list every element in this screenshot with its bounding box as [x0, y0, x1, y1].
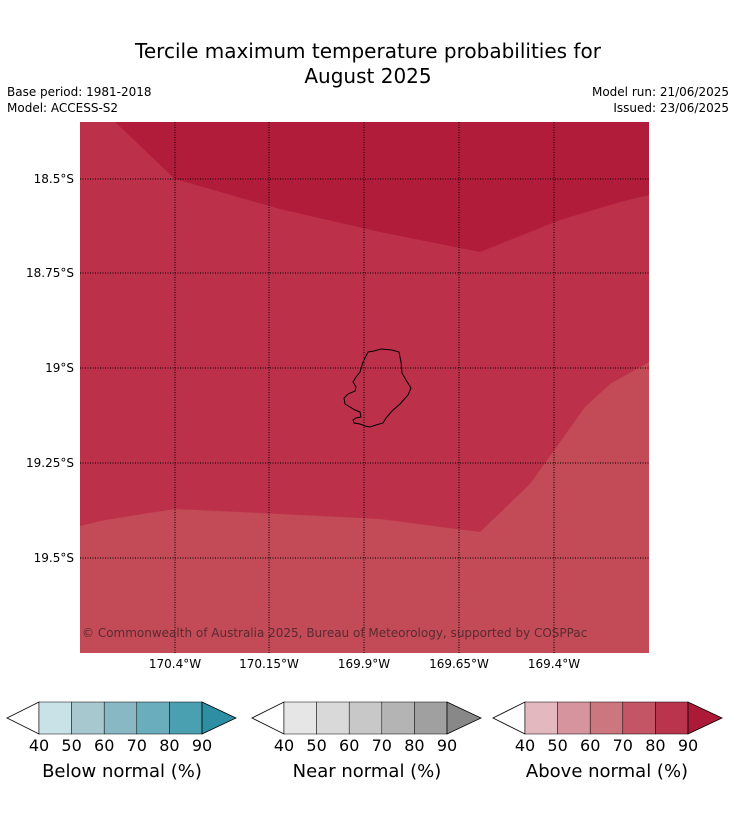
above-normal-colorbar [492, 701, 723, 735]
lat-label-18-5: 18.5°S [33, 172, 74, 186]
colorbar-segment [589, 701, 624, 735]
colorbar-tick-label: 50 [547, 736, 568, 755]
title-line-1: Tercile maximum temperature probabilitie… [135, 39, 601, 63]
below-normal-colorbar [6, 701, 237, 735]
lon-label-170-15: 170.15°W [239, 657, 299, 671]
colorbar-left-extend [492, 701, 526, 735]
colorbar-segment [169, 701, 203, 735]
lon-label-169-4: 169.4°W [527, 657, 581, 671]
colorbar-tick-label: 70 [371, 736, 392, 755]
near-normal-label: Near normal (%) [292, 761, 442, 782]
lat-label-19: 19°S [45, 361, 74, 375]
lon-label-169-9: 169.9°W [337, 657, 391, 671]
colorbar-tick-label: 80 [404, 736, 425, 755]
lat-label-18-75: 18.75°S [26, 266, 74, 280]
colorbar-tick-label: 90 [191, 736, 213, 755]
colorbar-tick-label: 40 [273, 736, 295, 755]
issued-date: Issued: 23/06/2025 [613, 101, 729, 115]
map-panel: © Commonwealth of Australia 2025, Bureau… [80, 122, 649, 653]
colorbar-tick-label: 60 [580, 736, 601, 755]
colorbar-tick-label: 90 [677, 736, 699, 755]
colorbar-segment [38, 701, 72, 735]
colorbar-segment [103, 701, 138, 735]
colorbar-tick-label: 60 [339, 736, 360, 755]
colorbar-tick-label: 50 [61, 736, 82, 755]
colorbar-left-extend [251, 701, 285, 735]
colorbar-segment [283, 701, 317, 735]
colorbar-segment [524, 701, 558, 735]
colorbar-tick-label: 50 [306, 736, 327, 755]
lon-label-170-4: 170.4°W [148, 657, 202, 671]
title-line-2: August 2025 [304, 64, 432, 88]
colorbar-segment [348, 701, 383, 735]
near-normal-colorbar [251, 701, 482, 735]
colorbar-right-extend [201, 701, 237, 735]
region-above-70 [80, 362, 649, 653]
region-above-90 [115, 122, 649, 252]
model-name: Model: ACCESS-S2 [7, 101, 119, 115]
base-period: Base period: 1981-2018 [7, 85, 152, 99]
colorbar-tick-label: 80 [159, 736, 180, 755]
colorbar-segment [136, 701, 170, 735]
colorbar-right-extend [446, 701, 482, 735]
copyright-text: © Commonwealth of Australia 2025, Bureau… [82, 626, 587, 640]
colorbar-tick-label: 40 [514, 736, 536, 755]
colorbar-tick-label: 70 [126, 736, 147, 755]
colorbar-tick-label: 70 [612, 736, 633, 755]
lat-label-19-25: 19.25°S [26, 456, 74, 470]
colorbar-segment [414, 701, 448, 735]
below-normal-label: Below normal (%) [42, 761, 202, 782]
niue-island-outline [343, 348, 412, 428]
lat-label-19-5: 19.5°S [33, 551, 74, 565]
above-normal-label: Above normal (%) [525, 761, 689, 782]
colorbar-segment [622, 701, 656, 735]
colorbar-segment [71, 701, 105, 735]
colorbar-tick-label: 40 [28, 736, 50, 755]
colorbar-segment [381, 701, 415, 735]
colorbar-tick-label: 80 [645, 736, 666, 755]
model-run: Model run: 21/06/2025 [591, 85, 729, 99]
gridlines [80, 122, 649, 653]
colorbar-segment [557, 701, 591, 735]
colorbar-tick-label: 60 [94, 736, 115, 755]
colorbar-right-extend [687, 701, 723, 735]
colorbar-left-extend [6, 701, 40, 735]
colorbar-tick-label: 90 [436, 736, 458, 755]
colorbar-segment [655, 701, 689, 735]
lon-label-169-65: 169.65°W [429, 657, 489, 671]
colorbar-segment [316, 701, 350, 735]
